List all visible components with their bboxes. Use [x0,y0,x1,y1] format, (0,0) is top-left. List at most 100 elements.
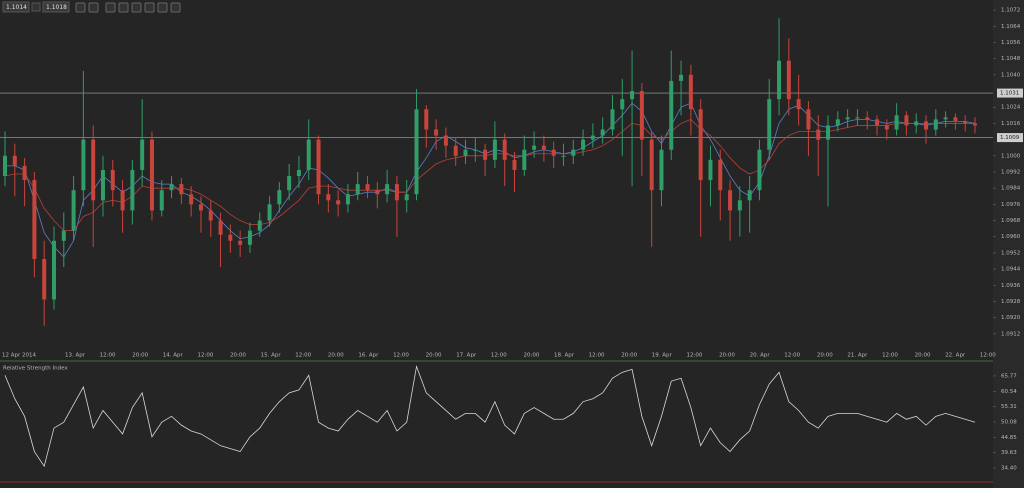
spread-icon[interactable] [31,2,41,12]
candle-body [277,190,282,205]
candle-body [189,194,194,205]
x-tick-label: 12:00 [589,353,605,359]
y-tick-label: 1.0976 [1001,202,1021,208]
y-tick-label: 65.77 [1001,373,1017,379]
x-tick-label: 12:00 [393,353,409,359]
draw-button[interactable] [170,2,181,13]
rsi-panel: 65.77 60.54 55.31 50.08 44.85 39.63 34.40 Relat… [3,364,1017,471]
moving-average [4,118,975,232]
candle-body [463,149,468,156]
candle-body [434,129,439,136]
candle-body [100,169,105,201]
y-tick-label: 1.0952 [1001,250,1020,256]
moving-average [5,102,976,258]
candle-body [786,60,791,100]
candle-body [953,117,958,122]
candle-body [649,139,654,191]
candle-body [218,220,223,235]
candle-body [816,129,821,140]
x-tick-label: 20:00 [915,353,931,359]
y-tick-label: 1.0944 [1001,267,1021,273]
x-tick-label: 12:00 [491,353,507,359]
candle-body [835,119,840,126]
candle-body [728,190,733,211]
price-level-label: 1.1009 [1000,135,1020,141]
candle-body [179,184,184,195]
y-tick-label: 1.0984 [1001,186,1021,192]
bid-box[interactable] [2,1,30,13]
candle-body [718,159,723,191]
candle-body [639,91,644,140]
y-tick-label: 1.1064 [1001,24,1021,30]
y-tick-label: 39.63 [1001,450,1017,456]
candle-body [140,139,145,170]
candle-body [904,115,909,126]
candle-body [659,149,664,191]
candle-body [737,200,742,211]
x-tick-label: 18. Apr [554,353,575,359]
candle-body [394,184,399,201]
x-tick-label: 12:00 [882,353,898,359]
x-tick-label: 21. Apr [847,353,868,359]
x-tick-label: 20:00 [621,353,637,359]
objects-button[interactable] [157,2,168,13]
y-tick-label: 1.0936 [1001,283,1021,289]
ask-price: 1.1018 [46,4,67,11]
y-tick-label: 1.0992 [1001,169,1020,175]
candle-body [247,230,252,245]
zoom-in-button[interactable] [75,2,86,13]
candle-body [81,139,86,191]
y-tick-label: 1.0912 [1001,331,1020,337]
candle-body [149,139,154,211]
candle-body [110,169,115,191]
candle-body [483,149,488,160]
candle-body [924,121,929,130]
candle-body [414,109,419,195]
candle-body [610,109,615,130]
candle-body [51,240,56,300]
toolbar: 1.1014 1.1018 [2,1,181,13]
x-tick-label: 17. Apr [456,353,477,359]
candle-body [12,155,17,166]
y-tick-label: 50.08 [1001,419,1017,425]
candle-body [443,135,448,146]
x-tick-label: 13. Apr [65,353,86,359]
zoom-out-button[interactable] [88,2,99,13]
candle-body [22,165,27,181]
period-button[interactable] [105,2,116,13]
y-tick-label: 1.0960 [1001,234,1021,240]
candle-body [600,129,605,136]
bid-price: 1.1014 [6,4,27,11]
candle-body [914,121,919,126]
candle-body [708,159,713,181]
candle-body [71,190,76,231]
price-level-label: 1.1031 [1000,91,1019,97]
candle-body [933,119,938,130]
y-tick-label: 1.1048 [1001,56,1021,62]
candle-body [669,80,674,150]
candle-body [130,169,135,211]
candle-body [61,230,66,241]
ask-box[interactable] [42,1,70,13]
chart-type-button[interactable] [118,2,129,13]
y-tick-label: 1.0920 [1001,315,1021,321]
candle-body [198,204,203,211]
candle-body [208,210,213,221]
x-tick-label: 12:00 [197,353,213,359]
x-tick-label: 22. Apr [945,353,966,359]
template-button[interactable] [144,2,155,13]
price-level-box [997,88,1023,98]
candle-body [796,99,801,110]
indicators-button[interactable] [131,2,142,13]
candle-body [355,184,360,195]
y-tick-label: 1.1056 [1001,40,1021,46]
candle-body [404,194,409,201]
candle-body [502,139,507,160]
candle-body [296,169,301,177]
x-tick-label: 16. Apr [358,353,379,359]
candle-body [287,176,292,191]
candle-body [679,74,684,81]
indicator-title: Relative Strength Index [3,366,68,372]
